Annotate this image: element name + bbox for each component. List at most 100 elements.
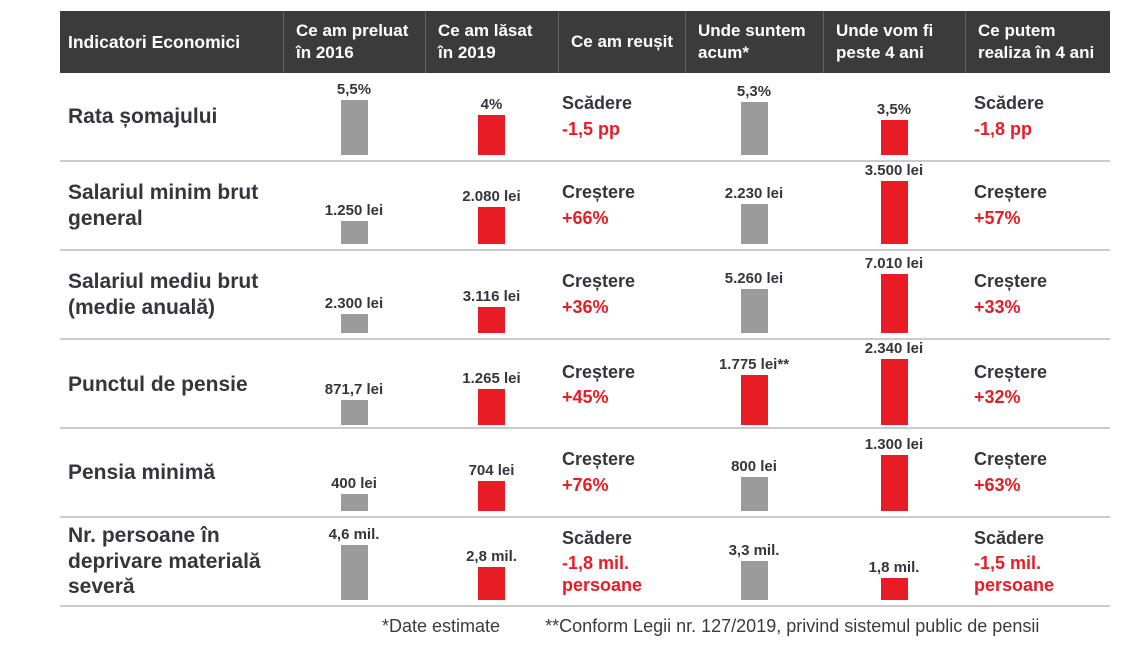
- bar-cell-future: 1,8 mil.: [823, 518, 965, 605]
- potential-word: Creștere: [974, 271, 1048, 292]
- potential-cell: Creștere +57%: [965, 162, 1110, 249]
- bar-cell-2019: 1.265 lei: [425, 340, 558, 430]
- bar-cell-future: 7.010 lei: [823, 251, 965, 338]
- potential-cell: Scădere -1,5 mil. persoane: [965, 518, 1110, 605]
- bar-value-label: 1.250 lei: [324, 202, 384, 219]
- bar-value-label: 2.080 lei: [462, 188, 521, 205]
- indicator-name: Salariul minim brut general: [68, 180, 259, 230]
- bar-value-label: 1.265 lei: [462, 370, 521, 387]
- indicator-name: Rata șomajului: [68, 104, 218, 128]
- indicator-name: Pensia minimă: [68, 460, 216, 484]
- gray-bar: [740, 477, 768, 511]
- bar-value-label: 5,5%: [336, 81, 372, 98]
- potential-delta: +33%: [974, 296, 1021, 317]
- bar-value-label: 5,3%: [736, 83, 772, 100]
- bar-value-label: 800 lei: [731, 458, 777, 475]
- bar-value-label: 2,8 mil.: [466, 548, 517, 565]
- bar-cell-2019: 2.080 lei: [425, 162, 558, 249]
- red-bar: [880, 274, 908, 333]
- gray-bar: [340, 221, 368, 244]
- bar-value-label: 2.300 lei: [324, 295, 384, 312]
- indicator-name: Salariul mediu brut (medie anuală): [68, 269, 259, 319]
- bar-value-label: 3.116 lei: [462, 288, 521, 305]
- header-cell-reusit: Ce am reușit: [558, 11, 685, 73]
- header-cell-realiza-4-ani: Ce putem realiza în 4 ani: [965, 11, 1110, 73]
- footnotes: *Date estimate **Conform Legii nr. 127/2…: [382, 616, 1039, 637]
- bar-value-label: 7.010 lei: [864, 255, 924, 272]
- potential-word: Creștere: [974, 182, 1048, 203]
- result-delta: +36%: [562, 296, 609, 317]
- header-cell-peste-4-ani: Unde vom fi peste 4 ani: [823, 11, 965, 73]
- potential-word: Scădere: [974, 93, 1045, 114]
- bar-cell-now: 2.230 lei: [685, 162, 823, 249]
- bar-cell-2019: 4%: [425, 73, 558, 160]
- red-bar: [478, 567, 505, 600]
- result-cell: Creștere +66%: [558, 162, 685, 249]
- potential-cell: Creștere +63%: [965, 429, 1110, 516]
- gray-bar: [340, 545, 368, 600]
- result-delta: +66%: [562, 207, 609, 228]
- result-cell: Scădere -1,8 mil. persoane: [558, 518, 685, 605]
- bar-cell-2019: 3.116 lei: [425, 251, 558, 338]
- footnote-date-estimate: *Date estimate: [382, 616, 501, 636]
- potential-delta: +32%: [974, 387, 1021, 408]
- bar-cell-future: 2.340 lei: [823, 340, 965, 430]
- result-delta: +45%: [562, 387, 609, 408]
- bar-value-label: 3,3 mil.: [728, 542, 780, 559]
- table-row-salariul-minim: Salariul minim brut general 1.250 lei 2.…: [60, 162, 1110, 251]
- gray-bar: [340, 400, 368, 425]
- bar-value-label: 5.260 lei: [724, 270, 784, 287]
- red-bar: [880, 578, 908, 600]
- potential-delta: -1,8 pp: [974, 118, 1033, 139]
- result-word: Scădere: [562, 93, 633, 114]
- result-word: Creștere: [562, 361, 636, 382]
- bar-cell-now: 5,3%: [685, 73, 823, 160]
- table-row-deprivare-materiala: Nr. persoane în deprivare materială seve…: [60, 518, 1110, 607]
- result-cell: Scădere -1,5 pp: [558, 73, 685, 160]
- red-bar: [880, 359, 908, 425]
- header-cell-lasat-2019: Ce am lăsat în 2019: [425, 11, 558, 73]
- bar-value-label: 1.300 lei: [864, 436, 924, 453]
- bar-cell-2016: 5,5%: [283, 73, 425, 160]
- result-word: Creștere: [562, 182, 636, 203]
- potential-word: Scădere: [974, 527, 1045, 548]
- header-cell-preluat-2016: Ce am preluat în 2016: [283, 11, 425, 73]
- red-bar: [478, 389, 505, 425]
- gray-bar: [340, 314, 368, 333]
- bar-value-label: 3.500 lei: [864, 162, 924, 179]
- bar-cell-2016: 1.250 lei: [283, 162, 425, 249]
- bar-cell-now: 800 lei: [685, 429, 823, 516]
- gray-bar: [740, 289, 768, 333]
- red-bar: [478, 207, 505, 244]
- bar-value-label: 3,5%: [876, 101, 912, 118]
- bar-value-label: 2.340 lei: [864, 340, 924, 357]
- bar-value-label: 1.775 lei**: [718, 356, 790, 373]
- red-bar: [478, 307, 505, 333]
- red-bar: [740, 375, 768, 425]
- bar-cell-2016: 871,7 lei: [283, 340, 425, 430]
- table-row-salariul-mediu: Salariul mediu brut (medie anuală) 2.300…: [60, 251, 1110, 340]
- result-delta: -1,8 mil. persoane: [562, 553, 643, 595]
- result-cell: Creștere +45%: [558, 340, 685, 430]
- result-delta: +76%: [562, 474, 609, 495]
- economic-indicators-table: Indicatori Economici Ce am preluat în 20…: [60, 11, 1110, 607]
- table-header: Indicatori Economici Ce am preluat în 20…: [60, 11, 1110, 73]
- bar-cell-now: 1.775 lei**: [685, 340, 823, 430]
- potential-cell: Creștere +32%: [965, 340, 1110, 430]
- potential-delta: -1,5 mil. persoane: [974, 553, 1055, 595]
- result-cell: Creștere +36%: [558, 251, 685, 338]
- indicator-name: Nr. persoane în deprivare materială seve…: [68, 524, 261, 599]
- potential-cell: Creștere +33%: [965, 251, 1110, 338]
- red-bar: [880, 181, 908, 244]
- red-bar: [478, 115, 505, 155]
- table-row-pensia-minima: Pensia minimă 400 lei 704 lei Creștere +…: [60, 429, 1110, 518]
- gray-bar: [740, 204, 768, 244]
- bar-cell-future: 1.300 lei: [823, 429, 965, 516]
- header-cell-indicatori: Indicatori Economici: [68, 31, 241, 52]
- bar-cell-2016: 400 lei: [283, 429, 425, 516]
- bar-cell-future: 3,5%: [823, 73, 965, 160]
- bar-cell-2019: 2,8 mil.: [425, 518, 558, 605]
- bar-value-label: 704 lei: [468, 462, 515, 479]
- potential-delta: +63%: [974, 474, 1021, 495]
- footnote-legea-127-2019: **Conform Legii nr. 127/2019, privind si…: [545, 616, 1040, 636]
